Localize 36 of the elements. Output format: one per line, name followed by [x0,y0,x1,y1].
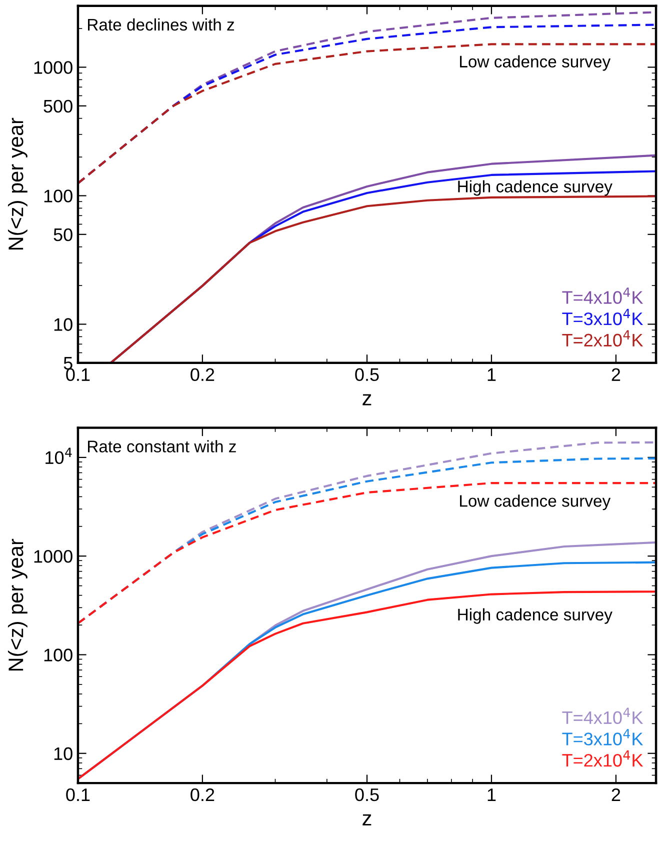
text: T=2x10$^{4}$K [562,750,644,767]
annotation: Low cadence survey [460,494,611,510]
x-tick-label: 0.1 [66,368,90,382]
y-axis-title: N(<z) per year [8,118,28,250]
y-tick-label: 5 [64,357,72,370]
x-axis-title: z [362,814,372,826]
y-tick-label: 10 [54,747,72,760]
y-tick-label: 1000 [34,550,72,563]
annotation: Rate declines with z [88,18,234,31]
x-tick-label: 0.5 [355,788,379,802]
y-tick-label: 10 [54,318,72,331]
x-tick-label: 1 [488,368,496,381]
x-tick-label: 2 [612,368,620,381]
annotation: High cadence survey [458,180,612,196]
text: T=4x10$^{4}$K [562,708,644,724]
x-tick-label: 0.2 [190,788,214,802]
x-tick-label: 0.2 [190,368,214,382]
text: T=4x10$^{4}$K [562,288,644,304]
y-tick-label: 100 [44,190,72,202]
annotation: High cadence survey [458,608,612,624]
y-tick-label: 1000 [34,61,72,74]
x-tick-label: 1 [488,788,496,802]
y-tick-label: 50 [54,228,72,242]
y-tick-label: 500 [44,100,72,113]
text: T=3x10$^{4}$K [562,729,644,746]
text: T=2x10$^{4}$K [562,330,644,347]
x-tick-label: 0.5 [355,368,379,382]
x-axis-title: z [362,394,372,406]
annotation: Low cadence survey [460,55,611,71]
x-tick-label: 0.1 [66,788,90,802]
x-tick-label: 2 [612,788,620,802]
y-tick-label: 100 [44,648,72,662]
annotation: Rate constant with z [88,440,236,452]
y-axis-title: N(<z) per year [8,538,28,671]
text: T=3x10$^{4}$K [562,308,644,326]
y-tick-label: 10$^{4}$ [46,448,72,464]
